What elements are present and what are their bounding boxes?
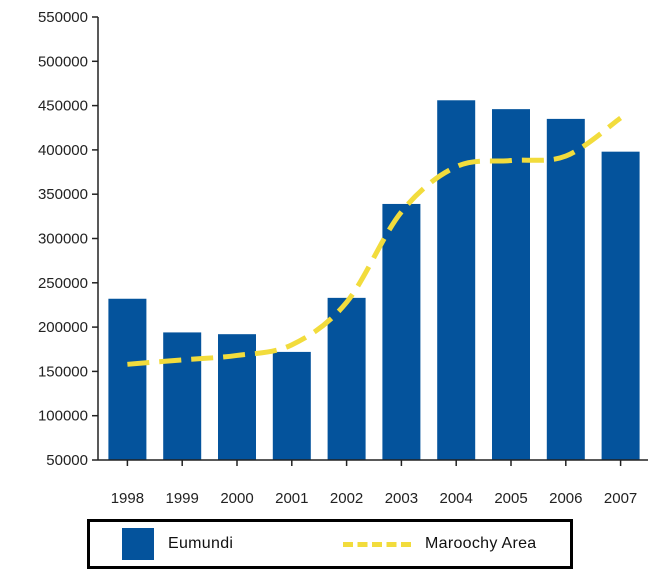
bar-1999 <box>163 332 201 460</box>
x-tick-label-2001: 2001 <box>275 490 308 507</box>
y-tick-label-500000: 500000 <box>38 53 88 70</box>
y-tick-label-250000: 250000 <box>38 275 88 292</box>
legend-label-maroochy-area: Maroochy Area <box>425 535 537 553</box>
y-tick-label-450000: 450000 <box>38 98 88 115</box>
x-tick-label-1999: 1999 <box>166 490 199 507</box>
legend-item-maroochy-area: Maroochy Area <box>343 522 537 566</box>
legend-item-eumundi: Eumundi <box>122 522 233 566</box>
y-tick-label-400000: 400000 <box>38 142 88 159</box>
x-tick-label-2000: 2000 <box>220 490 253 507</box>
maroochy-area-line <box>127 118 620 364</box>
chart-legend: Eumundi Maroochy Area <box>87 519 573 569</box>
bar-2001 <box>273 352 311 460</box>
legend-label-eumundi: Eumundi <box>168 535 233 553</box>
bar-2003 <box>382 204 420 460</box>
bar-1998 <box>108 299 146 460</box>
bar-2006 <box>547 119 585 460</box>
y-tick-label-350000: 350000 <box>38 186 88 203</box>
bar-2002 <box>328 298 366 460</box>
y-tick-label-100000: 100000 <box>38 408 88 425</box>
bar-2007 <box>602 152 640 460</box>
x-tick-label-1998: 1998 <box>111 490 144 507</box>
x-tick-label-2002: 2002 <box>330 490 363 507</box>
x-tick-label-2003: 2003 <box>385 490 418 507</box>
bar-2004 <box>437 100 475 460</box>
combo-chart: 50000 100000 150000 200000 250000 300000 35000… <box>0 0 660 520</box>
x-tick-label-2005: 2005 <box>494 490 527 507</box>
y-tick-label-550000: 550000 <box>38 9 88 26</box>
legend-swatch-bar <box>122 528 154 560</box>
y-tick-label-200000: 200000 <box>38 319 88 336</box>
x-tick-label-2007: 2007 <box>604 490 637 507</box>
x-tick-label-2004: 2004 <box>440 490 473 507</box>
y-tick-label-150000: 150000 <box>38 363 88 380</box>
y-tick-label-300000: 300000 <box>38 231 88 248</box>
y-tick-label-50000: 50000 <box>46 452 88 469</box>
legend-swatch-line <box>343 542 411 547</box>
x-tick-label-2006: 2006 <box>549 490 582 507</box>
